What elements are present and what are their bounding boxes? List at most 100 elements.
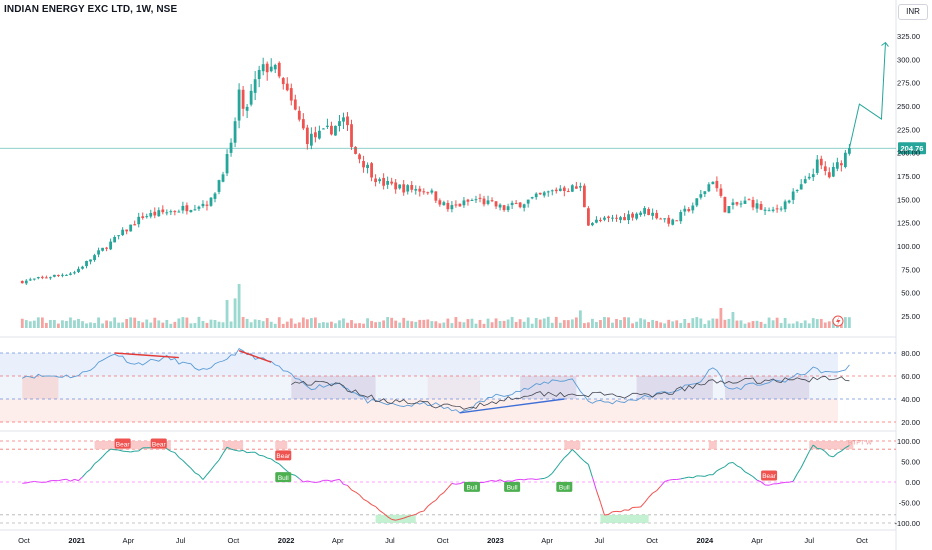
axes[interactable]: 204.76 25.00 50.00 75.00 100.00 125.00 150.00 1… <box>18 32 926 545</box>
candle-body <box>85 260 88 267</box>
candle-body <box>410 185 414 190</box>
volume-bar <box>177 318 181 328</box>
osc-line-segment <box>499 479 505 483</box>
candle-body <box>534 193 538 198</box>
osc-line-segment <box>845 445 850 449</box>
candle-body <box>434 191 438 201</box>
volume-bar <box>241 316 245 328</box>
osc-line-segment <box>748 473 754 478</box>
volume-bar <box>233 298 237 328</box>
candle-body <box>101 247 104 251</box>
osc-line-segment <box>34 480 39 483</box>
candle-body <box>362 160 365 168</box>
candle-body <box>398 184 402 189</box>
volume-bar <box>578 310 582 328</box>
candle-body <box>253 79 257 93</box>
candle-body <box>811 174 815 178</box>
volume-bar <box>28 321 32 328</box>
candle-body <box>69 273 72 275</box>
volume-bar <box>791 323 795 328</box>
osc-line-segment <box>724 462 730 468</box>
volume-bar <box>317 323 321 328</box>
candle-body <box>305 127 309 145</box>
volume-bar <box>89 322 92 328</box>
rsi-zone-stripe <box>520 376 577 399</box>
candle-body <box>378 179 382 182</box>
candle-body <box>141 216 145 218</box>
divergence-line <box>238 350 272 363</box>
candle-body <box>839 163 843 166</box>
candle-body <box>117 235 121 237</box>
candle-body <box>631 213 634 218</box>
volume-bar <box>751 321 755 328</box>
candle-body <box>370 163 373 178</box>
candle-body <box>675 220 679 222</box>
candle-body <box>847 148 851 154</box>
candle-body <box>129 224 133 232</box>
candle-body <box>442 202 446 206</box>
candle-body <box>390 181 394 184</box>
osc-zone-box <box>275 441 288 450</box>
candle-body <box>591 223 594 226</box>
volume-bar <box>350 320 353 328</box>
volume-bar <box>494 318 498 328</box>
volume-bar <box>803 320 807 328</box>
osc-line-segment <box>837 450 842 454</box>
candle-body <box>506 206 510 211</box>
osc-line-segment <box>70 478 75 482</box>
osc-line-segment <box>130 450 135 453</box>
osc-line-segment <box>355 491 360 496</box>
osc-line-segment <box>407 514 412 518</box>
volume-bar <box>514 321 518 328</box>
candle-body <box>297 110 301 120</box>
volume-bar <box>197 316 201 328</box>
osc-line-segment <box>459 481 465 485</box>
candle-body <box>791 191 795 200</box>
candle-body <box>807 176 811 179</box>
candle-body <box>775 208 779 210</box>
candle-body <box>554 189 558 192</box>
bear-label-box <box>761 470 778 481</box>
volume-bar <box>474 323 478 328</box>
currency-button[interactable]: INR <box>898 4 928 20</box>
candle-body <box>418 188 422 192</box>
osc-line-segment <box>668 479 673 481</box>
candle-body <box>157 210 161 217</box>
volume-bar <box>125 318 129 328</box>
volume-bar <box>426 319 430 328</box>
volume-bar <box>370 320 373 328</box>
bear-label-box <box>150 438 167 449</box>
osc-line-segment <box>680 477 685 480</box>
osc-line-segment <box>78 476 83 481</box>
osc-line-segment <box>664 479 669 482</box>
candle-body <box>181 205 185 211</box>
bear-label-text: Bear <box>762 473 777 480</box>
volume-bar <box>599 320 602 328</box>
osc-line-segment <box>620 509 625 513</box>
candle-body <box>711 181 715 185</box>
candle-body <box>659 218 663 220</box>
candle-body <box>201 203 205 207</box>
rsi-tick-label: 40.00 <box>901 395 920 404</box>
volume-bar <box>462 322 466 328</box>
volume-bar <box>442 322 446 328</box>
candle-body <box>32 278 36 280</box>
volume-bar <box>145 319 149 328</box>
candle-body <box>394 182 398 190</box>
candle-body <box>643 208 647 214</box>
osc-line-segment <box>343 483 348 486</box>
candle-body <box>510 202 514 206</box>
osc-line-segment <box>98 456 103 461</box>
volume-bar <box>52 319 56 328</box>
osc-line-segment <box>555 462 561 469</box>
osc-line-segment <box>524 478 529 481</box>
osc-line-segment <box>395 518 400 521</box>
volume-bar <box>378 321 382 328</box>
volume-bar <box>237 284 241 328</box>
volume-bar <box>65 320 68 328</box>
volume-bar <box>739 320 743 328</box>
candle-body <box>462 200 466 206</box>
candle-body <box>121 229 125 236</box>
time-tick-label: 2023 <box>487 536 504 545</box>
candle-body <box>44 277 48 279</box>
